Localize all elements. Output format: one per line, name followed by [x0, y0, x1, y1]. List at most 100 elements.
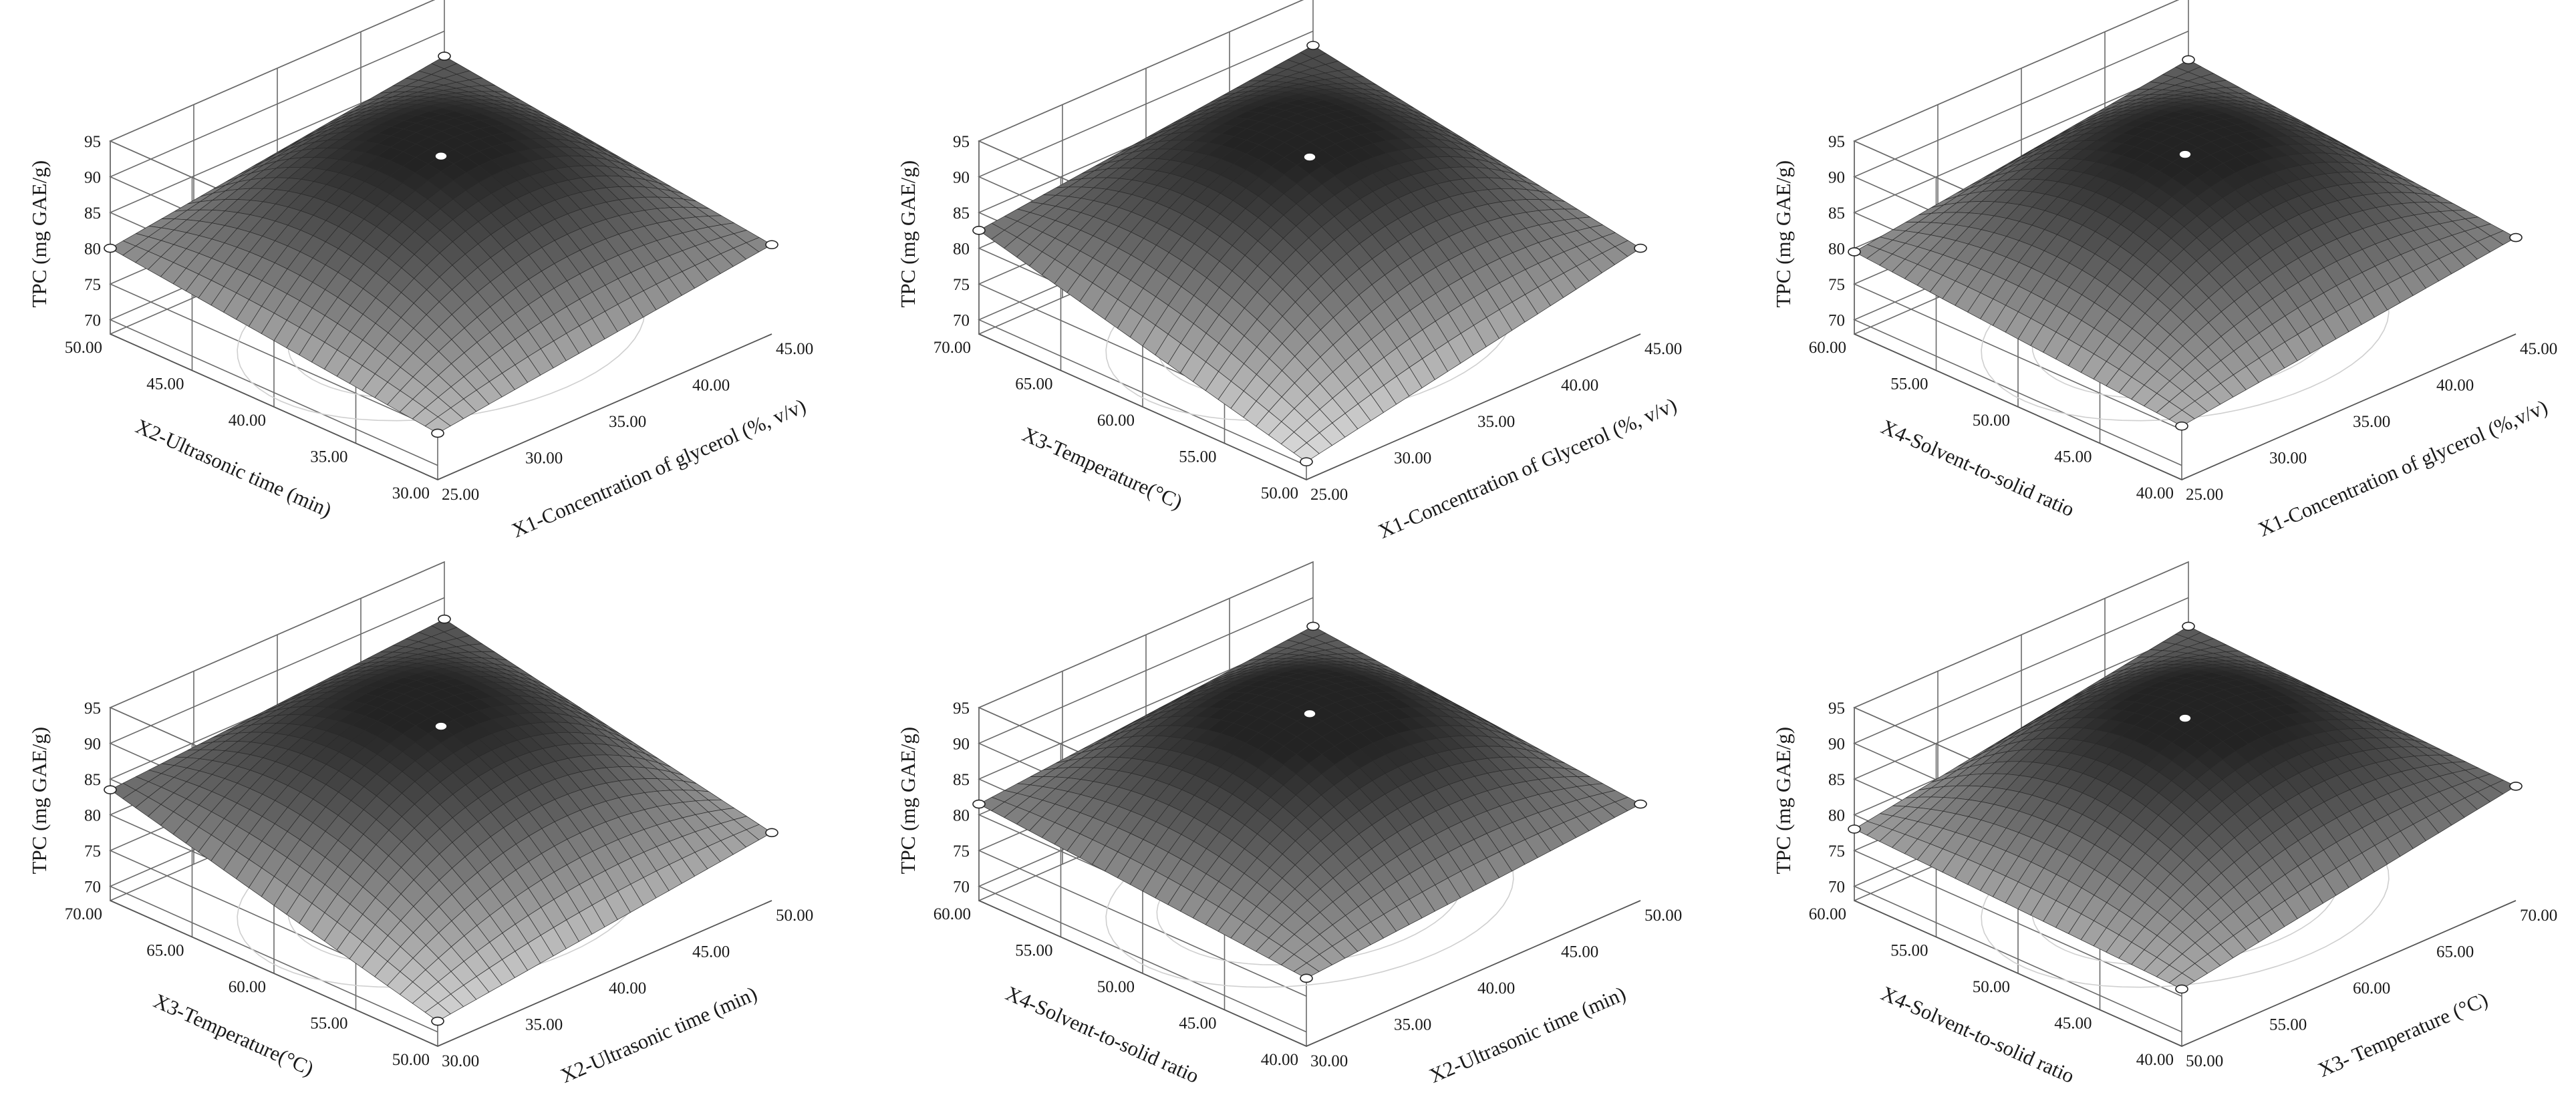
y-tick-label: 55.00	[310, 1015, 347, 1033]
y-tick-label: 65.00	[1015, 375, 1052, 394]
y-tick-label: 50.00	[65, 339, 102, 357]
x-tick-label: 25.00	[442, 486, 479, 504]
z-axis-title: TPC (mg GAE/g)	[896, 727, 919, 874]
y-tick-label: 55.00	[1015, 942, 1052, 960]
z-tick-label: 75	[953, 842, 970, 860]
z-tick-label: 95	[953, 133, 970, 151]
surface-cell	[1293, 442, 1320, 462]
design-point	[434, 151, 448, 161]
z-tick-label: 75	[84, 842, 101, 860]
x-tick-label: 45.00	[1644, 340, 1682, 358]
design-point	[2509, 781, 2523, 791]
design-point	[972, 226, 986, 235]
y-axis-title: X4-Solvent-to-solid ratio	[1878, 981, 2078, 1088]
y-axis-line	[110, 333, 438, 480]
y-tick-label: 60.00	[1097, 412, 1135, 430]
response-surface	[1854, 626, 2517, 989]
z-tick-label: 85	[953, 204, 970, 222]
response-surface	[1854, 59, 2517, 427]
design-point	[1634, 243, 1647, 253]
x-tick-label: 35.00	[609, 413, 646, 431]
z-tick-label: 85	[1828, 771, 1845, 789]
x-tick-label: 30.00	[1394, 450, 1431, 468]
y-axis-line	[978, 333, 1307, 480]
y-axis-title: X3-Temperature(°C)	[1019, 422, 1186, 514]
y-axis-title: X4-Solvent-to-solid ratio	[1002, 981, 1203, 1088]
design-point	[2182, 621, 2195, 631]
y-tick-label: 40.00	[229, 412, 266, 430]
x-tick-label: 35.00	[2353, 413, 2390, 431]
design-point	[1303, 709, 1316, 719]
x-tick-label: 30.00	[525, 450, 563, 468]
x-tick-label: 50.00	[2186, 1052, 2223, 1070]
y-axis-title: X2-Ultrasonic time (min)	[132, 414, 335, 522]
y-tick-label: 40.00	[2136, 1051, 2174, 1069]
y-axis-line	[1854, 333, 2182, 480]
design-point	[765, 240, 778, 250]
z-tick-label: 75	[1828, 276, 1845, 294]
z-tick-label: 90	[1828, 736, 1845, 754]
y-tick-label: 50.00	[392, 1051, 430, 1069]
z-axis-title: TPC (mg GAE/g)	[27, 727, 51, 874]
y-tick-label: 45.00	[2054, 448, 2092, 466]
z-tick-label: 70	[953, 312, 970, 330]
z-axis-title: TPC (mg GAE/g)	[27, 160, 51, 307]
design-point	[2182, 55, 2195, 65]
y-tick-label: 55.00	[1890, 375, 1928, 394]
x-axis-line	[1306, 900, 1641, 1047]
x-tick-label: 70.00	[2520, 907, 2557, 925]
x-axis-title: X2-Ultrasonic time (min)	[557, 981, 760, 1087]
z-tick-label: 80	[1828, 807, 1845, 825]
y-tick-label: 70.00	[65, 905, 102, 923]
x-axis-title: X1-Concentration of glycerol (%, v/v)	[509, 394, 810, 542]
y-tick-label: 50.00	[1097, 978, 1135, 996]
x-axis-title: X1-Concentration of glycerol (%,v/v)	[2255, 395, 2551, 541]
z-tick-label: 85	[1828, 204, 1845, 222]
floor-edges	[110, 333, 772, 480]
z-tick-label: 85	[84, 771, 101, 789]
response-surface	[978, 626, 1641, 979]
x-tick-label: 45.00	[692, 943, 730, 961]
x-tick-label: 40.00	[1561, 377, 1598, 395]
design-point	[104, 785, 117, 794]
y-tick-label: 45.00	[146, 375, 184, 394]
z-axis-title: TPC (mg GAE/g)	[896, 160, 919, 307]
y-tick-label: 60.00	[1809, 339, 1846, 357]
y-tick-label: 30.00	[392, 484, 430, 502]
design-point	[765, 828, 778, 838]
x-tick-label: 35.00	[1394, 1016, 1431, 1034]
y-tick-label: 50.00	[1973, 978, 2010, 996]
x-tick-label: 45.00	[2520, 340, 2557, 358]
y-axis-title: X3-Temperature(°C)	[150, 989, 317, 1080]
x-axis-line	[437, 900, 772, 1047]
design-points	[1848, 55, 2523, 431]
design-point	[1303, 152, 1316, 162]
x-axis-line	[437, 333, 772, 480]
surface-cell	[424, 416, 451, 434]
x-axis-line	[1306, 333, 1641, 480]
z-tick-label: 80	[1828, 241, 1845, 259]
floor-edges	[110, 900, 772, 1047]
y-tick-label: 45.00	[2054, 1015, 2092, 1033]
x-tick-label: 50.00	[776, 907, 813, 925]
design-point	[2175, 421, 2188, 431]
design-point	[972, 799, 986, 809]
panel-d-x2-x3: 70 75 80 85 90 95 30.00 35.00 40.00 45.00 50.00 50.…	[27, 561, 813, 1088]
z-tick-label: 70	[953, 879, 970, 897]
z-tick-label: 70	[84, 879, 101, 897]
design-point	[438, 51, 451, 61]
x-tick-label: 60.00	[2353, 979, 2390, 997]
panel-b-x1-x3: 70 75 80 85 90 95 25.00 30.00 35.00 40.00 45.00 50.…	[896, 0, 1682, 543]
y-tick-label: 70.00	[934, 339, 971, 357]
x-tick-label: 40.00	[1477, 979, 1515, 997]
z-axis-title: TPC (mg GAE/g)	[1771, 160, 1795, 307]
x-tick-label: 40.00	[692, 377, 730, 395]
floor-edges	[1854, 333, 2517, 480]
response-surface	[110, 619, 772, 1021]
z-tick-label: 80	[84, 241, 101, 259]
z-tick-label: 90	[1828, 169, 1845, 187]
z-tick-label: 70	[1828, 879, 1845, 897]
response-surface	[978, 45, 1641, 462]
floor-edges	[978, 333, 1641, 480]
design-points	[104, 51, 778, 438]
